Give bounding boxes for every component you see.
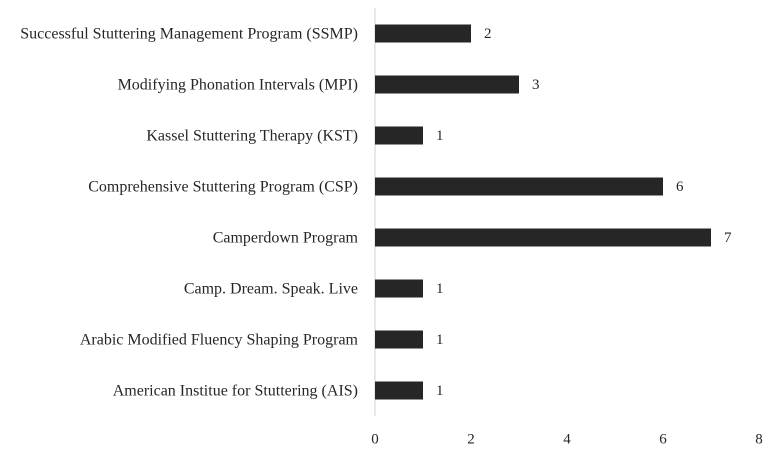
category-text: Modifying Phonation Intervals (MPI) <box>117 76 358 93</box>
category-text: Comprehensive Stuttering Program (CSP) <box>88 178 358 195</box>
data-label: 2 <box>484 26 492 42</box>
bar <box>375 177 663 196</box>
x-tick-label: 8 <box>755 431 763 447</box>
x-tick-label: 2 <box>467 431 475 447</box>
data-label: 1 <box>436 128 444 144</box>
category-label: Camperdown Program <box>0 228 358 247</box>
bar <box>375 75 519 94</box>
category-text: Camp. Dream. Speak. Live <box>183 280 358 297</box>
data-label: 1 <box>436 281 444 297</box>
data-label: 3 <box>532 77 540 93</box>
x-tick-label: 0 <box>371 431 379 447</box>
category-label: American Institue for Stuttering (AIS) <box>0 381 358 400</box>
bar <box>375 24 471 43</box>
category-label: Camp. Dream. Speak. Live <box>0 279 358 298</box>
category-label: Successful Stuttering Management Program… <box>0 24 358 43</box>
category-text: Successful Stuttering Management Program… <box>20 25 358 42</box>
bar <box>375 279 423 298</box>
category-label: Modifying Phonation Intervals (MPI) <box>0 75 358 94</box>
data-label: 7 <box>724 230 732 246</box>
category-label: Kassel Stuttering Therapy (KST) <box>0 126 358 145</box>
x-tick-label: 4 <box>563 431 571 447</box>
bar <box>375 126 423 145</box>
bar <box>375 330 423 349</box>
category-label: Arabic Modified Fluency Shaping Program <box>0 330 358 349</box>
x-tick-label: 6 <box>659 431 667 447</box>
bar <box>375 381 423 400</box>
category-text: Camperdown Program <box>212 229 358 246</box>
category-label: Comprehensive Stuttering Program (CSP) <box>0 177 358 196</box>
bar <box>375 228 711 247</box>
data-label: 1 <box>436 383 444 399</box>
category-text: American Institue for Stuttering (AIS) <box>112 382 358 399</box>
data-label: 1 <box>436 332 444 348</box>
data-label: 6 <box>676 179 684 195</box>
category-text: Kassel Stuttering Therapy (KST) <box>146 127 358 144</box>
category-text: Arabic Modified Fluency Shaping Program <box>79 331 358 348</box>
